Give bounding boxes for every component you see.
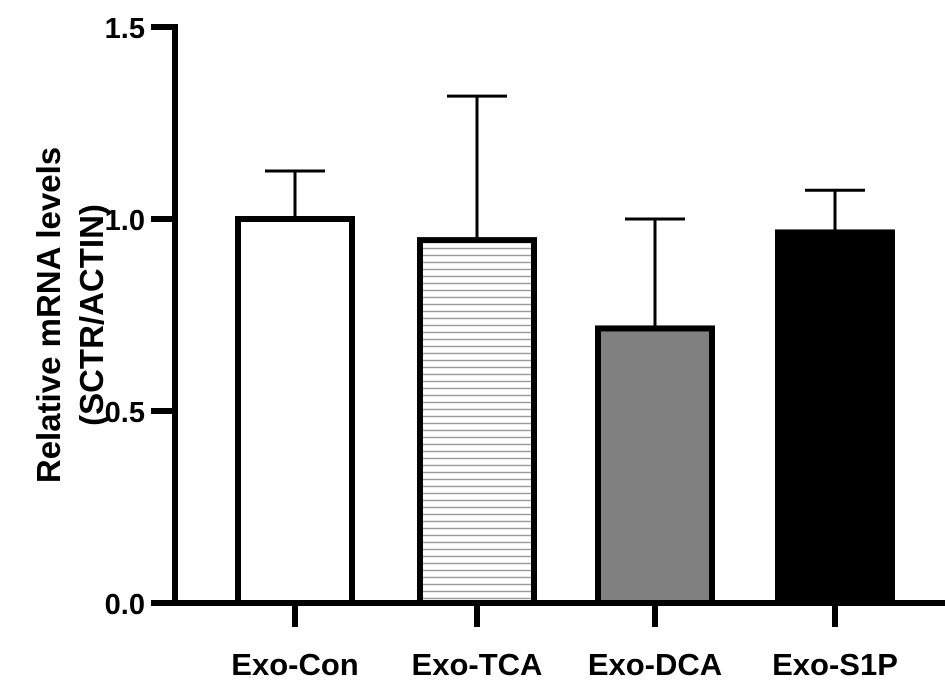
x-tick-label-exo-dca: Exo-DCA: [588, 647, 722, 682]
y-tick-label-0: 0.0: [105, 589, 145, 621]
x-tick-label-exo-con: Exo-Con: [231, 647, 358, 682]
y-axis-title-line2: (SCTR/ACTIN): [73, 204, 110, 426]
x-ticks-group: Exo-Con Exo-TCA Exo-DCA Exo-S1P: [231, 603, 898, 682]
bar-exo-s1p: [775, 229, 895, 606]
y-tick-label-1: 0.5: [105, 397, 145, 429]
x-tick-label-exo-tca: Exo-TCA: [412, 647, 543, 682]
bar-exo-dca: [595, 325, 715, 606]
y-tick-label-3: 1.5: [105, 13, 145, 45]
x-tick-label-exo-s1p: Exo-S1P: [772, 647, 898, 682]
bars-group: [235, 216, 895, 606]
y-tick-label-2: 1.0: [105, 205, 145, 237]
y-axis-title: Relative mRNA levels: [30, 147, 67, 483]
error-bars-group: [265, 94, 865, 329]
y-ticks-group: 0.0 0.5 1.0 1.5: [105, 13, 175, 621]
axes-group: [172, 24, 945, 606]
bar-exo-tca: [417, 237, 537, 606]
bar-exo-con: [235, 216, 355, 606]
